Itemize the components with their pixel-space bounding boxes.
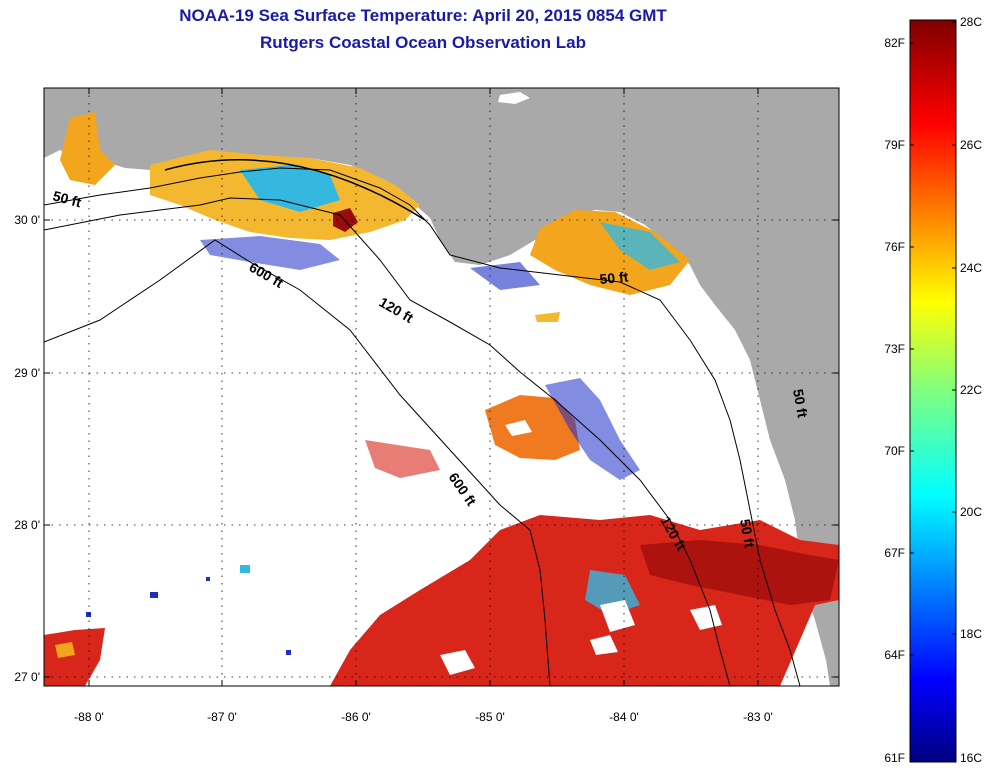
- colorbar-c-label: 28C: [960, 15, 982, 29]
- colorbar: [909, 19, 957, 763]
- sst-patch-apalachee-cool: [600, 222, 680, 270]
- graticule: [44, 88, 839, 686]
- sst-patch-mobile: [60, 112, 115, 185]
- sst-patch-southwest: [44, 628, 105, 686]
- colorbar-f-label: 61F: [884, 751, 905, 765]
- sst-patch-bigbend: [485, 395, 580, 460]
- colorbar-f-label: 73F: [884, 342, 905, 356]
- sst-patch-apalachee: [530, 210, 690, 295]
- contour-label: 50 ft: [599, 269, 629, 287]
- contour-label: 50 ft: [737, 518, 758, 549]
- colorbar-f-label: 70F: [884, 444, 905, 458]
- lon-label: -83 0': [743, 710, 773, 724]
- contour-label: 50 ft: [790, 388, 811, 419]
- map-title: NOAA-19 Sea Surface Temperature: April 2…: [179, 6, 667, 25]
- contour-600ft: [44, 239, 551, 686]
- plot-frame: [43, 87, 840, 687]
- colorbar-f-label: 79F: [884, 138, 905, 152]
- lon-label: -86 0': [341, 710, 371, 724]
- map-subtitle: Rutgers Coastal Ocean Observation Lab: [260, 33, 586, 52]
- colorbar-c-label: 20C: [960, 505, 982, 519]
- lon-label: -85 0': [475, 710, 505, 724]
- colorbar-f-label: 76F: [884, 240, 905, 254]
- colorbar-c-label: 16C: [960, 751, 982, 765]
- contour-120ft: [44, 197, 731, 686]
- contour-label: 50 ft: [51, 187, 83, 210]
- colorbar-c-label: 24C: [960, 261, 982, 275]
- lat-label: 27 0': [14, 670, 40, 684]
- colorbar-f-label: 82F: [884, 36, 905, 50]
- colorbar-c-label: 22C: [960, 383, 982, 397]
- colorbar-c-label: 26C: [960, 138, 982, 152]
- colorbar-c-label: 18C: [960, 627, 982, 641]
- sst-patch-bay-cool: [240, 165, 340, 212]
- sst-patch-south-hot: [640, 540, 839, 605]
- contour-50ft: [44, 167, 801, 686]
- colorbar-ticks: [910, 21, 956, 656]
- lon-label: -84 0': [609, 710, 639, 724]
- lon-label: -87 0': [207, 710, 237, 724]
- axis-ticks: [44, 88, 839, 686]
- lat-label: 28 0': [14, 518, 40, 532]
- lat-label: 30 0': [14, 213, 40, 227]
- lat-label: 29 0': [14, 366, 40, 380]
- colorbar-f-label: 67F: [884, 546, 905, 560]
- land-mass: [44, 88, 839, 686]
- lon-label: -88 0': [74, 710, 104, 724]
- sst-patch-coldfringe: [200, 236, 340, 270]
- colorbar-f-label: 64F: [884, 648, 905, 662]
